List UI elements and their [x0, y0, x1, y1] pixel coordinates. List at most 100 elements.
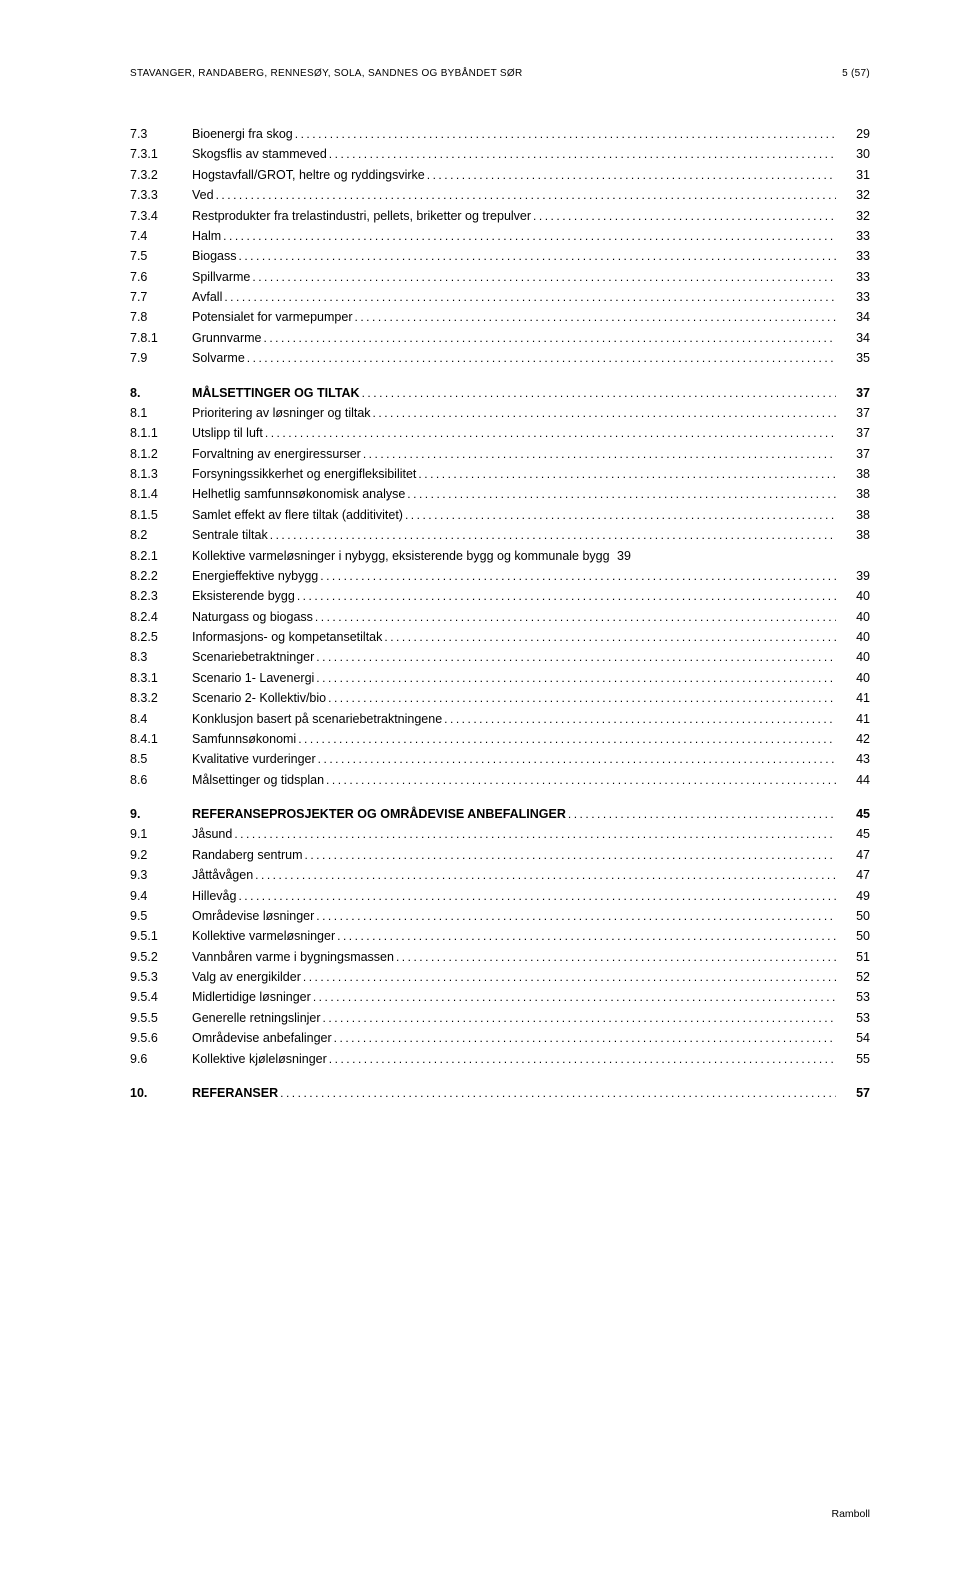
toc-page: 50: [836, 907, 870, 926]
toc-title: Ved: [192, 186, 836, 205]
toc-page-inline: 39: [610, 549, 631, 563]
footer-text: Ramboll: [831, 1508, 870, 1520]
toc-title: Vannbåren varme i bygningsmassen: [192, 948, 836, 967]
toc-row: 9.4Hillevåg49: [130, 887, 870, 906]
toc-page: 34: [836, 308, 870, 327]
toc-number: 9.5.2: [130, 948, 192, 967]
toc-number: 8.2.5: [130, 628, 192, 647]
toc-row: 8.1.2Forvaltning av energiressurser37: [130, 445, 870, 464]
toc-title: Generelle retningslinjer: [192, 1009, 836, 1028]
toc-row: 8.1.3Forsyningssikkerhet og energifleksi…: [130, 465, 870, 484]
toc-title: Solvarme: [192, 349, 836, 368]
toc-number: 9.: [130, 805, 192, 824]
toc-number: 7.3.3: [130, 186, 192, 205]
toc-row: 9.3Jåttåvågen47: [130, 866, 870, 885]
toc-row: 7.4Halm33: [130, 227, 870, 246]
toc-row: 7.5Biogass33: [130, 247, 870, 266]
toc-title-text: Områdevise anbefalinger: [192, 1031, 332, 1045]
document-page: STAVANGER, RANDABERG, RENNESØY, SOLA, SA…: [0, 0, 960, 1578]
header-left-text: STAVANGER, RANDABERG, RENNESØY, SOLA, SA…: [130, 68, 522, 79]
toc-row: 7.3.1Skogsflis av stammeved30: [130, 145, 870, 164]
toc-title-text: Eksisterende bygg: [192, 589, 295, 603]
toc-title-text: Randaberg sentrum: [192, 848, 302, 862]
toc-page: 40: [836, 648, 870, 667]
toc-title-text: Forsyningssikkerhet og energifleksibilit…: [192, 467, 416, 481]
toc-number: 7.7: [130, 288, 192, 307]
toc-row: 7.3.4Restprodukter fra trelastindustri, …: [130, 207, 870, 226]
toc-number: 8.4.1: [130, 730, 192, 749]
toc-number: 8.1: [130, 404, 192, 423]
toc-title: Spillvarme: [192, 268, 836, 287]
toc-title: Biogass: [192, 247, 836, 266]
toc-page: 49: [836, 887, 870, 906]
toc-number: 9.5.3: [130, 968, 192, 987]
toc-number: 8.6: [130, 771, 192, 790]
toc-title: Utslipp til luft: [192, 424, 836, 443]
toc-row: 8.2Sentrale tiltak38: [130, 526, 870, 545]
toc-title: Naturgass og biogass: [192, 608, 836, 627]
toc-row: 8.3.1Scenario 1- Lavenergi40: [130, 669, 870, 688]
toc-page: 42: [836, 730, 870, 749]
toc-number: 7.3.2: [130, 166, 192, 185]
toc-title: Scenario 1- Lavenergi: [192, 669, 836, 688]
toc-number: 7.9: [130, 349, 192, 368]
toc-row: 7.8Potensialet for varmepumper 34: [130, 308, 870, 327]
toc-page: 33: [836, 288, 870, 307]
toc-number: 8.1.4: [130, 485, 192, 504]
toc-title: REFERANSER: [192, 1084, 836, 1103]
toc-title-text: Målsettinger og tidsplan: [192, 773, 324, 787]
toc-number: 9.5.4: [130, 988, 192, 1007]
toc-page: 43: [836, 750, 870, 769]
toc-number: 8.2.3: [130, 587, 192, 606]
toc-title-text: Spillvarme: [192, 270, 250, 284]
toc-number: 8.3.2: [130, 689, 192, 708]
toc-page: 53: [836, 988, 870, 1007]
toc-title-text: REFERANSER: [192, 1086, 278, 1100]
toc-number: 7.5: [130, 247, 192, 266]
toc-number: 7.6: [130, 268, 192, 287]
toc-title: Målsettinger og tidsplan: [192, 771, 836, 790]
toc-page: 37: [836, 384, 870, 403]
toc-number: 7.8: [130, 308, 192, 327]
toc-title: Energieffektive nybygg: [192, 567, 836, 586]
toc-title-text: Forvaltning av energiressurser: [192, 447, 361, 461]
toc-row: 8.3.2Scenario 2- Kollektiv/bio41: [130, 689, 870, 708]
toc-number: 8.2: [130, 526, 192, 545]
toc-number: 9.2: [130, 846, 192, 865]
toc-title: Scenario 2- Kollektiv/bio: [192, 689, 836, 708]
toc-number: 8.1.1: [130, 424, 192, 443]
toc-title-text: Valg av energikilder: [192, 970, 301, 984]
toc-number: 8.2.1: [130, 547, 192, 566]
toc-row: 8.1Prioritering av løsninger og tiltak37: [130, 404, 870, 423]
toc-row: 9.5.3Valg av energikilder52: [130, 968, 870, 987]
toc-page: 33: [836, 227, 870, 246]
toc-page: 31: [836, 166, 870, 185]
toc-page: 38: [836, 526, 870, 545]
toc-row: 7.7Avfall33: [130, 288, 870, 307]
toc-title-text: Scenariebetraktninger: [192, 650, 314, 664]
toc-title: Områdevise løsninger: [192, 907, 836, 926]
toc-page: 55: [836, 1050, 870, 1069]
toc-title: MÅLSETTINGER OG TILTAK: [192, 384, 836, 403]
toc-title-text: Prioritering av løsninger og tiltak: [192, 406, 371, 420]
toc-page: 41: [836, 710, 870, 729]
toc-page: 40: [836, 608, 870, 627]
header-right-pagecount: 5 (57): [842, 68, 870, 79]
toc-number: 9.5.1: [130, 927, 192, 946]
toc-row: 8.1.5Samlet effekt av flere tiltak (addi…: [130, 506, 870, 525]
toc-number: 8.4: [130, 710, 192, 729]
toc-title-text: Samfunnsøkonomi: [192, 732, 296, 746]
toc-title-text: Kollektive varmeløsninger: [192, 929, 335, 943]
toc-title: Hogstavfall/GROT, heltre og ryddingsvirk…: [192, 166, 836, 185]
toc-row: 8.2.4Naturgass og biogass40: [130, 608, 870, 627]
toc-number: 9.5.5: [130, 1009, 192, 1028]
toc-row: 8.6Målsettinger og tidsplan44: [130, 771, 870, 790]
toc-title-text: REFERANSEPROSJEKTER OG OMRÅDEVISE ANBEFA…: [192, 807, 566, 821]
toc-page: 54: [836, 1029, 870, 1048]
toc-title-text: Potensialet for varmepumper: [192, 310, 353, 324]
toc-row: 8.1.1Utslipp til luft37: [130, 424, 870, 443]
toc-title: Kollektive kjøleløsninger: [192, 1050, 836, 1069]
toc-page: 33: [836, 268, 870, 287]
toc-page: 40: [836, 587, 870, 606]
toc-page: 51: [836, 948, 870, 967]
